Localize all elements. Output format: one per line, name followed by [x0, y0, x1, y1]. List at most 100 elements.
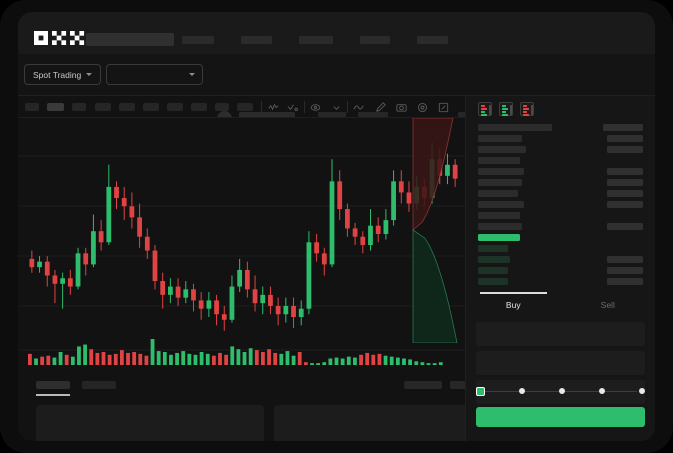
orderbook-row[interactable]: [466, 221, 655, 232]
orderbook-row-price: [478, 267, 508, 274]
orders-tabbar: [18, 373, 488, 401]
tab-buy[interactable]: Buy: [466, 292, 561, 318]
orderbook-view-modes: [478, 102, 534, 116]
orderbook-rows[interactable]: [466, 122, 655, 287]
timeframe-4[interactable]: [95, 103, 111, 111]
toolbar-divider: [261, 101, 262, 113]
orderbook-row-size: [607, 201, 643, 208]
orderbook-row-size: [607, 135, 643, 142]
orderbook-row[interactable]: [466, 166, 655, 177]
orderbook-mode-sell[interactable]: [520, 102, 534, 116]
timeframe-2[interactable]: [47, 103, 64, 111]
order-amount-field[interactable]: [476, 351, 645, 375]
stepper-dot-2[interactable]: [519, 388, 525, 394]
submit-order-button[interactable]: [476, 407, 645, 427]
nav-item-4[interactable]: [360, 36, 390, 44]
okx-logo[interactable]: [34, 31, 86, 45]
orderbook-mode-buy[interactable]: [499, 102, 513, 116]
orderbook-row[interactable]: [466, 265, 655, 276]
bottom-tab-positions[interactable]: [82, 381, 116, 389]
active-tab-indicator: [36, 394, 70, 396]
market-type-dropdown[interactable]: Spot Trading: [24, 64, 102, 85]
tab-buy-label: Buy: [505, 300, 521, 310]
orderbook-trade-panel: Buy Sell: [465, 96, 655, 441]
stepper-dot-1[interactable]: [476, 386, 485, 396]
volume-histogram: [28, 339, 443, 365]
tab-sell-label: Sell: [600, 300, 615, 310]
orderbook-row-price: [478, 190, 518, 197]
orderbook-row-size: [607, 168, 643, 175]
orderbook-row-price: [478, 245, 508, 252]
orderbook-row-size: [607, 256, 643, 263]
orderbook-row-size: [607, 179, 643, 186]
amount-percent-stepper[interactable]: [476, 385, 645, 397]
stepper-dot-5[interactable]: [639, 388, 645, 394]
bottom-card-1[interactable]: [36, 405, 264, 441]
timeframe-7[interactable]: [167, 103, 183, 111]
orderbook-row-size: [607, 146, 643, 153]
orderbook-row[interactable]: [466, 276, 655, 287]
stepper-dot-3[interactable]: [559, 388, 565, 394]
orderbook-row-size: [607, 267, 643, 274]
orderbook-mode-both[interactable]: [478, 102, 492, 116]
timeframe-6[interactable]: [143, 103, 159, 111]
nav-item-1[interactable]: [182, 36, 214, 44]
orderbook-row[interactable]: [466, 188, 655, 199]
trading-pair-dropdown[interactable]: [106, 64, 203, 85]
nav-item-3[interactable]: [299, 36, 333, 44]
timeframe-8[interactable]: [191, 103, 207, 111]
bottom-tab-orders[interactable]: [36, 381, 70, 389]
toolbar-divider: [304, 101, 305, 113]
orderbook-row[interactable]: [466, 144, 655, 155]
stepper-dot-4[interactable]: [599, 388, 605, 394]
orderbook-row[interactable]: [466, 155, 655, 166]
market-type-label: Spot Trading: [33, 69, 82, 80]
orderbook-row-price: [478, 278, 508, 285]
orderbook-row-price: [478, 146, 526, 153]
timeframe-10[interactable]: [237, 103, 253, 111]
nav-item-2[interactable]: [241, 36, 272, 44]
orderbook-row[interactable]: [466, 122, 655, 133]
orderbook-row[interactable]: [466, 210, 655, 221]
timeframe-1[interactable]: [25, 103, 39, 111]
camera-icon[interactable]: [395, 101, 408, 114]
price-chart[interactable]: [18, 118, 465, 373]
settings-gear-icon[interactable]: [416, 101, 429, 114]
orderbook-row[interactable]: [466, 232, 655, 243]
app-screen: Spot Trading: [18, 12, 655, 441]
orderbook-row-price: [478, 212, 520, 219]
timeframe-3[interactable]: [72, 103, 86, 111]
chart-toolbar: [18, 96, 465, 118]
draw-pencil-icon[interactable]: [374, 101, 387, 114]
top-navigation-bar: [18, 12, 655, 54]
nav-links: [182, 36, 448, 44]
toolbar-divider: [347, 101, 348, 113]
line-chart-icon[interactable]: [352, 101, 365, 114]
timeframe-9[interactable]: [215, 103, 229, 111]
bottom-card-2[interactable]: [274, 405, 484, 441]
orderbook-row[interactable]: [466, 177, 655, 188]
orderbook-row-price: [478, 223, 522, 230]
orderbook-row[interactable]: [466, 254, 655, 265]
indicator-icon[interactable]: [286, 101, 299, 114]
orderbook-row-size: [607, 278, 643, 285]
orderbook-row[interactable]: [466, 133, 655, 144]
alert-icon[interactable]: [309, 101, 322, 114]
fullscreen-icon[interactable]: [437, 101, 450, 114]
orderbook-row-size: [607, 190, 643, 197]
bottom-action-1[interactable]: [404, 381, 442, 389]
orderbook-row[interactable]: [466, 199, 655, 210]
search-input[interactable]: [86, 33, 174, 46]
orderbook-row[interactable]: [466, 243, 655, 254]
market-depth-overlay: [412, 118, 458, 343]
order-price-field[interactable]: [476, 322, 645, 346]
nav-item-5[interactable]: [417, 36, 448, 44]
orderbook-row-price: [478, 157, 520, 164]
orderbook-row-price: [478, 168, 524, 175]
timeframe-5[interactable]: [119, 103, 135, 111]
tab-sell[interactable]: Sell: [561, 292, 656, 318]
chevron-down-icon: [86, 73, 93, 76]
candlestick-chart-icon[interactable]: [267, 101, 280, 114]
chevron-down-icon[interactable]: [330, 101, 343, 114]
